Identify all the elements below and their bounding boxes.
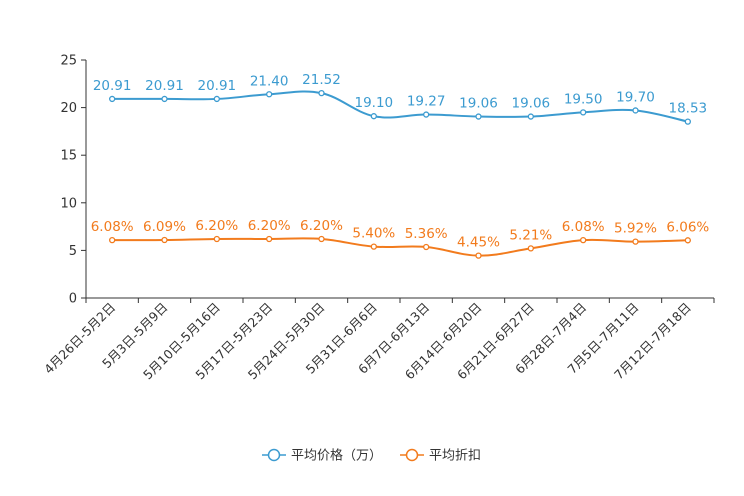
data-label: 5.21% (509, 227, 552, 243)
series-line (112, 90, 689, 123)
data-point[interactable] (684, 237, 691, 244)
y-tick-label: 25 (60, 54, 77, 69)
data-label: 19.70 (616, 89, 655, 105)
data-label: 21.52 (302, 72, 341, 88)
data-label: 19.06 (512, 96, 551, 112)
series-2: 6.08% 6.09% 6.20% 6.20% 6.20% 5.40% 5.36% 4.45%… (91, 218, 709, 259)
y-tick-label: 20 (60, 101, 77, 116)
data-label: 19.06 (459, 96, 498, 112)
data-point[interactable] (213, 95, 220, 103)
data-point[interactable] (266, 235, 273, 243)
data-label: 19.27 (407, 94, 446, 110)
data-point[interactable] (475, 252, 482, 259)
legend-item-2[interactable]: 平均折扣 (400, 449, 481, 464)
data-point[interactable] (423, 111, 430, 118)
data-label: 20.91 (145, 78, 184, 94)
data-point[interactable] (161, 236, 168, 244)
data-label: 6.09% (143, 219, 186, 235)
data-label: 6.20% (248, 218, 291, 234)
series-line (112, 237, 688, 257)
data-point[interactable] (318, 89, 325, 97)
data-label: 5.40% (352, 226, 395, 242)
data-label: 6.08% (562, 219, 605, 235)
y-tick-label: 0 (69, 292, 77, 307)
data-label: 19.50 (564, 91, 603, 107)
data-point[interactable] (213, 235, 220, 243)
y-tick-label: 5 (69, 244, 77, 259)
data-point[interactable] (109, 95, 116, 103)
data-label: 21.40 (250, 73, 289, 89)
data-point[interactable] (423, 243, 430, 251)
data-label: 4.45% (457, 235, 500, 251)
data-label: 5.92% (614, 221, 657, 237)
data-point[interactable] (632, 107, 639, 114)
data-point[interactable] (684, 118, 691, 125)
data-point[interactable] (527, 113, 534, 120)
data-label: 6.06% (666, 219, 709, 235)
data-point[interactable] (370, 113, 377, 120)
legend-item-1[interactable]: 平均价格（万） (262, 448, 382, 464)
data-point[interactable] (580, 109, 587, 116)
data-point[interactable] (370, 243, 377, 250)
data-label: 5.36% (405, 226, 448, 242)
legend-marker-icon (267, 448, 281, 462)
data-point[interactable] (161, 95, 168, 103)
data-point[interactable] (527, 245, 534, 252)
legend-marker-icon (405, 448, 419, 462)
data-label: 20.91 (93, 78, 132, 94)
data-point[interactable] (580, 236, 587, 244)
data-label: 6.20% (300, 218, 343, 234)
series-layer: 20.91 20.91 20.91 21.40 21.52 19.10 19.27 19.06… (91, 72, 709, 259)
data-point[interactable] (266, 91, 273, 98)
data-point[interactable] (109, 236, 116, 244)
y-tick-label: 10 (60, 196, 77, 211)
data-label: 18.53 (669, 101, 708, 117)
data-point[interactable] (475, 113, 482, 120)
series-1: 20.91 20.91 20.91 21.40 21.52 19.10 19.27 19.06… (93, 72, 708, 125)
y-tick-label: 15 (60, 149, 77, 164)
data-label: 6.08% (91, 219, 134, 235)
legend-label: 平均折扣 (429, 449, 481, 464)
chart-legend[interactable]: 平均价格（万） 平均折扣 (262, 448, 481, 464)
data-point[interactable] (318, 235, 325, 243)
legend-label: 平均价格（万） (291, 448, 382, 464)
data-label: 20.91 (198, 78, 237, 94)
data-point[interactable] (632, 238, 639, 245)
data-label: 19.10 (355, 95, 394, 111)
data-label: 6.20% (195, 218, 238, 234)
